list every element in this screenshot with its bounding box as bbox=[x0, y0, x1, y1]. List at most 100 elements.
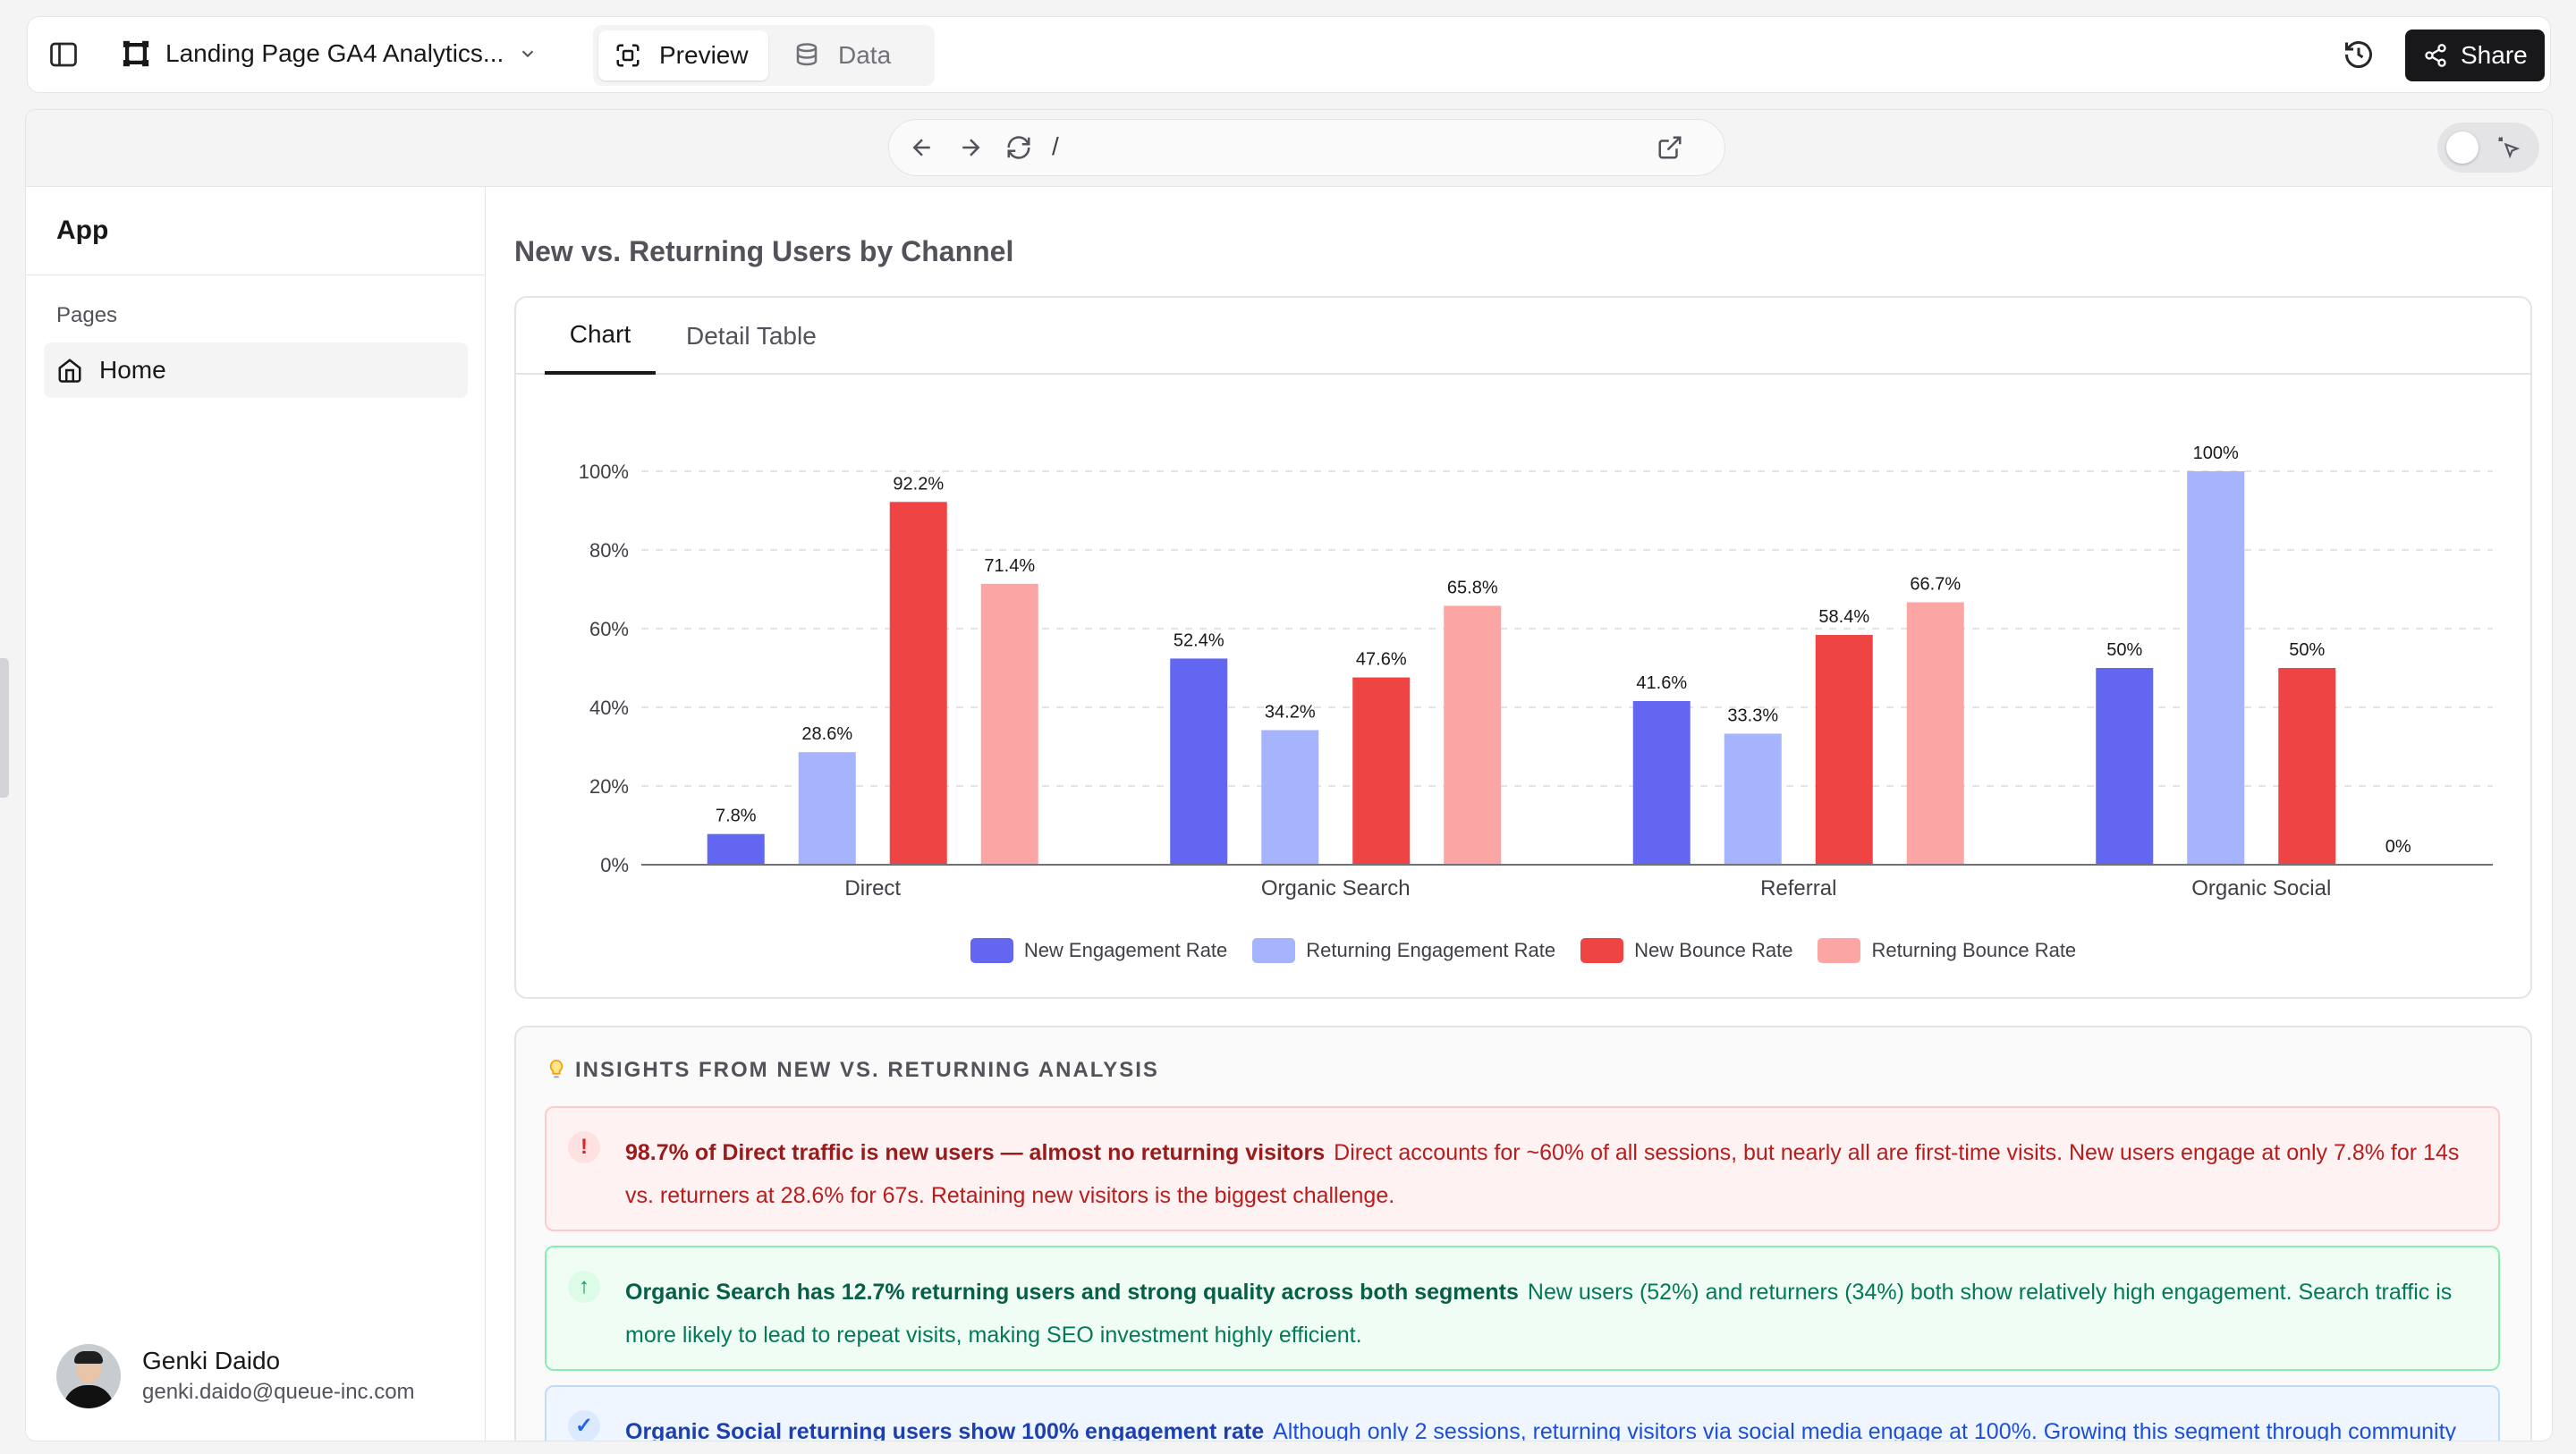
insight-body: Although only 2 sessions, returning visi… bbox=[1273, 1419, 2457, 1441]
bar-new-engagement bbox=[1632, 700, 1690, 865]
legend-swatch bbox=[1580, 938, 1624, 963]
arrow-up-icon: ↑ bbox=[568, 1271, 600, 1303]
bar-value-label: 92.2% bbox=[893, 474, 944, 494]
bar-value-label: 33.3% bbox=[1727, 706, 1778, 725]
x-tick-label: Organic Search bbox=[1261, 876, 1411, 900]
sidebar-item-home[interactable]: Home bbox=[44, 342, 468, 398]
chevron-down-icon bbox=[522, 50, 534, 58]
bar-returning-engagement bbox=[1261, 730, 1319, 865]
bar-value-label: 65.8% bbox=[1447, 578, 1498, 597]
view-mode-switch: Preview Data bbox=[593, 25, 935, 86]
data-label: Data bbox=[838, 41, 892, 69]
bar-returning-engagement bbox=[2187, 471, 2245, 865]
preview-tab[interactable]: Preview bbox=[598, 30, 768, 80]
tab-detail-table[interactable]: Detail Table bbox=[677, 298, 826, 375]
legend-swatch bbox=[1252, 938, 1296, 963]
bar-value-label: 0% bbox=[2385, 837, 2411, 857]
bar-value-label: 28.6% bbox=[801, 724, 852, 744]
share-label: Share bbox=[2461, 41, 2528, 69]
legend-label: Returning Engagement Rate bbox=[1306, 939, 1556, 961]
insight-positive: ↑ Organic Search has 12.7% returning use… bbox=[545, 1246, 2500, 1371]
chart-card: Chart Detail Table 7.8% 28.6% 92.2% 71.4% 52… bbox=[514, 296, 2532, 999]
forward-icon[interactable] bbox=[957, 134, 984, 161]
bar-value-label: 71.4% bbox=[984, 556, 1035, 576]
x-tick-label: Organic Social bbox=[2191, 876, 2331, 900]
legend-item[interactable]: Returning Engagement Rate bbox=[1252, 938, 1555, 963]
x-tick-label: Referral bbox=[1760, 876, 1836, 900]
legend-swatch bbox=[970, 938, 1013, 963]
legend-label: Returning Bounce Rate bbox=[1871, 939, 2077, 961]
home-icon bbox=[58, 359, 81, 383]
main-content: New vs. Returning Users by Channel Chart… bbox=[486, 187, 2552, 1441]
page-title: New vs. Returning Users by Channel bbox=[514, 235, 1014, 267]
legend-swatch bbox=[1818, 938, 1861, 963]
legend-label: New Engagement Rate bbox=[1023, 939, 1228, 961]
app-sidebar: App Pages Home Genki Daido genki.daido@q… bbox=[26, 187, 486, 1441]
project-title: Landing Page GA4 Analytics... bbox=[165, 39, 504, 67]
insight-body: Direct accounts for ~60% of all sessions… bbox=[625, 1140, 2460, 1208]
external-link-icon[interactable] bbox=[1657, 134, 1683, 161]
bar-value-label: 50% bbox=[2289, 640, 2325, 660]
y-tick-label: 80% bbox=[589, 539, 629, 562]
bar-returning-bounce bbox=[980, 583, 1038, 865]
lightbulb-icon bbox=[549, 1060, 564, 1078]
bar-value-label: 52.4% bbox=[1174, 630, 1224, 650]
tab-chart[interactable]: Chart bbox=[545, 298, 656, 375]
url-input[interactable]: / bbox=[1052, 132, 1059, 160]
tab-chart-label: Chart bbox=[569, 320, 631, 348]
legend-label: New Bounce Rate bbox=[1634, 939, 1793, 961]
y-tick-label: 100% bbox=[579, 461, 629, 483]
insight-title: 98.7% of Direct traffic is new users — a… bbox=[625, 1140, 1326, 1165]
window-resize-handle[interactable] bbox=[0, 658, 9, 798]
top-bar: Landing Page GA4 Analytics... Preview Da… bbox=[27, 16, 2551, 93]
project-logo-icon bbox=[123, 40, 149, 67]
project-switcher[interactable]: Landing Page GA4 Analytics... bbox=[121, 38, 538, 69]
toggle-knob bbox=[2446, 131, 2479, 164]
user-profile[interactable]: Genki Daido genki.daido@queue-inc.com bbox=[56, 1344, 415, 1408]
bar-value-label: 7.8% bbox=[716, 807, 757, 826]
insights-panel: INSIGHTS FROM NEW VS. RETURNING ANALYSIS… bbox=[514, 1026, 2532, 1441]
insight-info: ✓ Organic Social returning users show 10… bbox=[545, 1385, 2500, 1441]
data-tab[interactable]: Data bbox=[781, 30, 924, 80]
tab-detail-table-label: Detail Table bbox=[686, 322, 817, 350]
bar-new-engagement bbox=[1170, 658, 1228, 865]
y-tick-label: 60% bbox=[589, 618, 629, 640]
user-email: genki.daido@queue-inc.com bbox=[142, 1380, 415, 1404]
legend-item[interactable]: New Engagement Rate bbox=[970, 938, 1227, 963]
bar-value-label: 41.6% bbox=[1636, 673, 1687, 693]
browser-bar: / bbox=[26, 110, 2552, 187]
preview-label: Preview bbox=[659, 41, 749, 69]
y-tick-label: 40% bbox=[589, 697, 629, 719]
bar-value-label: 50% bbox=[2106, 640, 2142, 660]
bar-new-bounce bbox=[889, 502, 947, 865]
history-icon[interactable] bbox=[2343, 38, 2375, 71]
sparkle-pointer-icon bbox=[2498, 137, 2521, 159]
legend-item[interactable]: New Bounce Rate bbox=[1580, 938, 1792, 963]
bar-value-label: 100% bbox=[2193, 444, 2239, 463]
user-name: Genki Daido bbox=[142, 1347, 281, 1374]
y-tick-label: 20% bbox=[589, 775, 629, 798]
legend-item[interactable]: Returning Bounce Rate bbox=[1818, 938, 2076, 963]
y-tick-label: 0% bbox=[600, 854, 629, 876]
insight-warning: ! 98.7% of Direct traffic is new users —… bbox=[545, 1106, 2500, 1231]
bar-returning-engagement bbox=[798, 752, 856, 865]
database-icon bbox=[796, 43, 818, 66]
chart-legend: New Engagement Rate Returning Engagement … bbox=[516, 938, 2530, 963]
share-icon bbox=[2425, 44, 2446, 67]
avatar bbox=[56, 1344, 121, 1408]
share-button[interactable]: Share bbox=[2405, 30, 2545, 81]
app-preview-frame: / App Pages Home Genki Daido genk bbox=[25, 109, 2553, 1441]
bar-value-label: 58.4% bbox=[1818, 607, 1869, 627]
sidebar-toggle-icon[interactable] bbox=[47, 38, 80, 71]
app-title: App bbox=[56, 216, 109, 245]
inspect-toggle[interactable] bbox=[2437, 123, 2539, 173]
bar-value-label: 34.2% bbox=[1265, 703, 1316, 723]
x-tick-label: Direct bbox=[844, 876, 901, 900]
reload-icon[interactable] bbox=[1005, 134, 1032, 161]
pages-section-label: Pages bbox=[56, 303, 118, 327]
insights-header-text: INSIGHTS FROM NEW VS. RETURNING ANALYSIS bbox=[575, 1058, 1159, 1082]
preview-icon bbox=[616, 44, 640, 67]
insight-title: Organic Social returning users show 100%… bbox=[625, 1419, 1265, 1441]
sidebar-item-label: Home bbox=[99, 356, 166, 384]
back-icon[interactable] bbox=[909, 134, 936, 161]
